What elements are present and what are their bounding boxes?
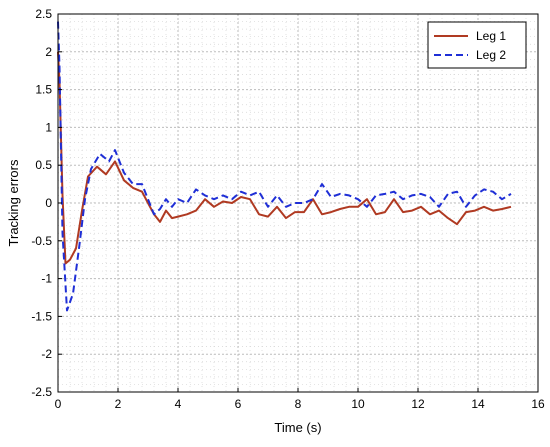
x-tick-label: 8 (295, 397, 302, 411)
x-tick-label: 6 (235, 397, 242, 411)
x-tick-label: 10 (351, 397, 365, 411)
y-tick-label: 1.5 (35, 83, 52, 97)
y-tick-label: -2.5 (31, 385, 52, 399)
x-tick-label: 4 (175, 397, 182, 411)
y-axis-title: Tracking errors (6, 159, 21, 246)
y-tick-label: 0 (45, 196, 52, 210)
tick-labels: 0 2 4 6 8 10 12 14 16 -2.5 -2 -1.5 -1 -0.5 0 0.5 1 1.5 2 2.… (31, 7, 545, 411)
series-line-2 (57, 21, 512, 312)
y-tick-label: 0.5 (35, 158, 52, 172)
legend: Leg 1 Leg 2 (427, 21, 527, 69)
y-tick-label: -1.5 (31, 309, 52, 323)
y-tick-label: -0.5 (31, 234, 52, 248)
y-tick-label: 1 (45, 120, 52, 134)
x-tick-label: 14 (471, 397, 485, 411)
y-tick-label: -2 (41, 347, 52, 361)
y-tick-label: 2 (45, 45, 52, 59)
x-tick-label: 2 (115, 397, 122, 411)
legend-label-2: Leg 2 (476, 48, 506, 62)
x-axis-title: Time (s) (274, 420, 321, 435)
series-line-1 (57, 51, 512, 265)
y-tick-label: 2.5 (35, 7, 52, 21)
legend-label-1: Leg 1 (476, 29, 506, 43)
x-tick-label: 0 (55, 397, 62, 411)
y-tick-label: -1 (41, 272, 52, 286)
series-group (57, 21, 512, 312)
x-tick-label: 16 (531, 397, 545, 411)
x-tick-label: 12 (411, 397, 425, 411)
legend-box (427, 21, 527, 69)
